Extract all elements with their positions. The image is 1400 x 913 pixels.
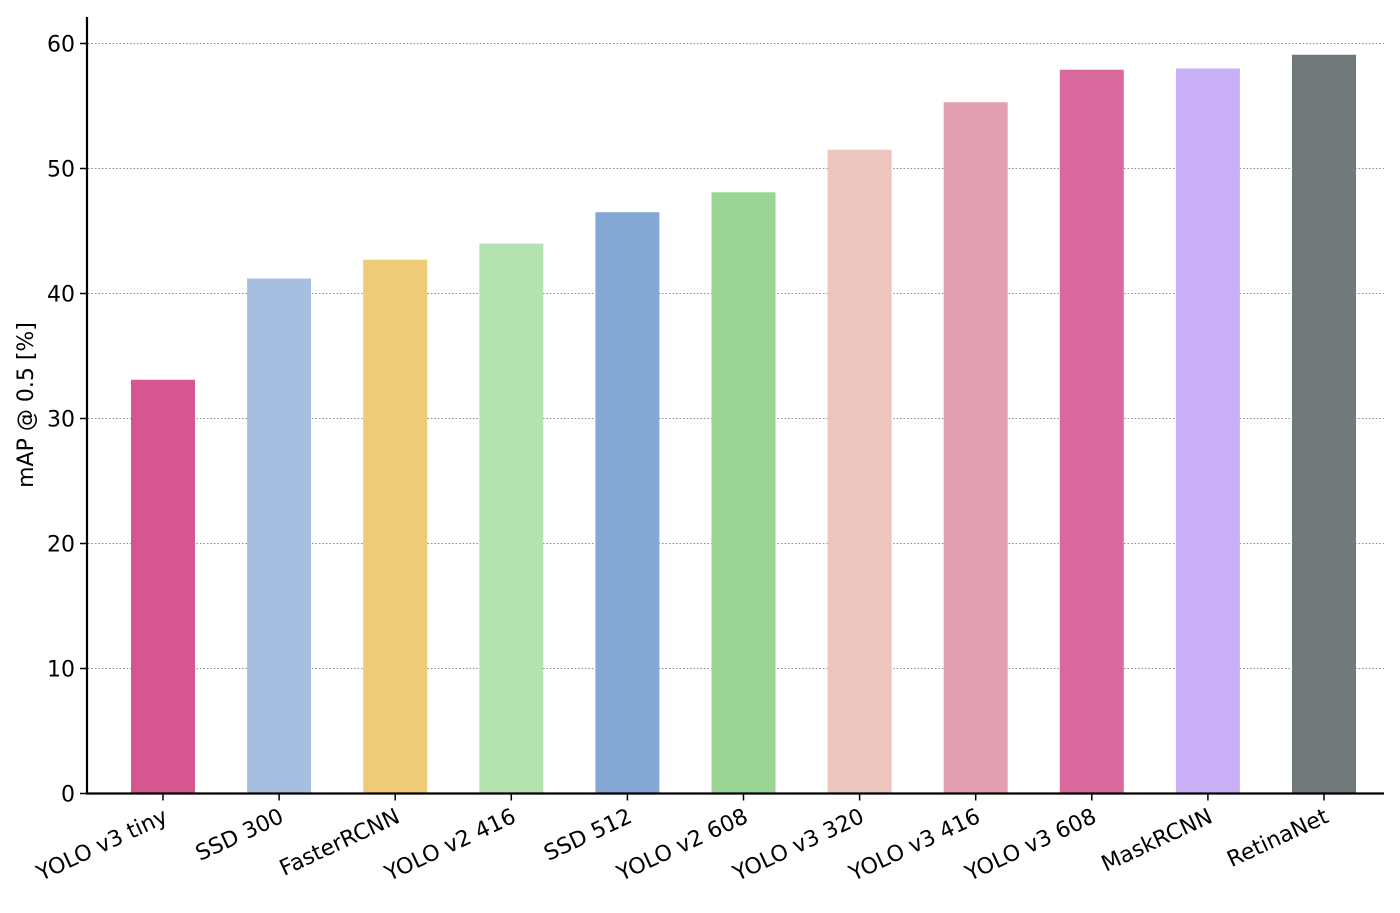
y-tick-label: 50	[47, 158, 75, 183]
y-tick-label: 10	[47, 658, 75, 683]
x-tick-label: YOLO v3 416	[845, 804, 985, 887]
y-axis-title: mAP @ 0.5 [%]	[14, 322, 39, 488]
x-tick-label: MaskRCNN	[1098, 804, 1217, 877]
y-ticks: 0 10 20 30 40 50 60	[47, 33, 87, 808]
bar	[1175, 68, 1240, 794]
bars	[131, 54, 1356, 794]
bar	[479, 243, 544, 794]
bar	[1292, 54, 1356, 794]
bar	[247, 278, 312, 794]
x-tick-label: YOLO v3 tiny	[32, 804, 171, 887]
x-tick-label: YOLO v3 608	[961, 804, 1101, 887]
bar	[131, 379, 195, 794]
x-tick-label: RetinaNet	[1224, 804, 1333, 873]
bar	[711, 192, 776, 794]
x-tick-label: YOLO v2 608	[612, 804, 752, 887]
x-tick-label: YOLO v3 320	[729, 804, 869, 887]
y-tick-label: 0	[61, 783, 75, 808]
bar	[1059, 69, 1124, 794]
x-tick-label: SSD 512	[540, 804, 636, 866]
y-tick-label: 30	[47, 408, 75, 433]
y-tick-label: 40	[47, 283, 75, 308]
bar	[363, 259, 428, 794]
bar	[827, 149, 892, 794]
x-tick-label: YOLO v2 416	[380, 804, 520, 887]
x-tick-label: SSD 300	[192, 804, 288, 866]
bar	[943, 102, 1008, 794]
y-tick-label: 20	[47, 533, 75, 558]
bar	[595, 212, 660, 794]
y-tick-label: 60	[47, 33, 75, 58]
